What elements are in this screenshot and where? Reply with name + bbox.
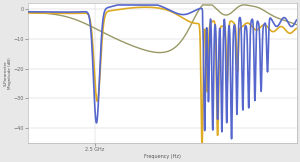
X-axis label: Frequency (Hz): Frequency (Hz) [144, 154, 181, 159]
Y-axis label: S-Parameter
Magnitude (dB): S-Parameter Magnitude (dB) [4, 57, 12, 89]
